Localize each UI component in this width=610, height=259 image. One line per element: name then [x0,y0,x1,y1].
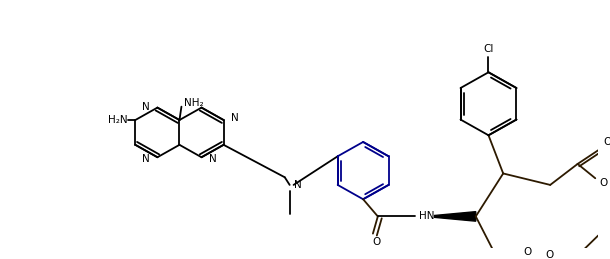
Text: N: N [142,102,149,112]
Text: O: O [545,250,553,259]
Text: H₂N: H₂N [108,115,127,125]
Text: N: N [293,180,301,190]
Text: O: O [599,178,607,188]
Text: N: N [209,154,217,164]
Text: Cl: Cl [483,44,493,54]
Text: O: O [373,237,381,247]
Polygon shape [434,212,476,221]
Text: O: O [523,247,532,257]
Text: N: N [231,113,239,123]
Text: O: O [603,137,610,147]
Text: HN: HN [419,211,434,221]
Text: NH₂: NH₂ [184,98,204,108]
Text: N: N [142,154,149,164]
